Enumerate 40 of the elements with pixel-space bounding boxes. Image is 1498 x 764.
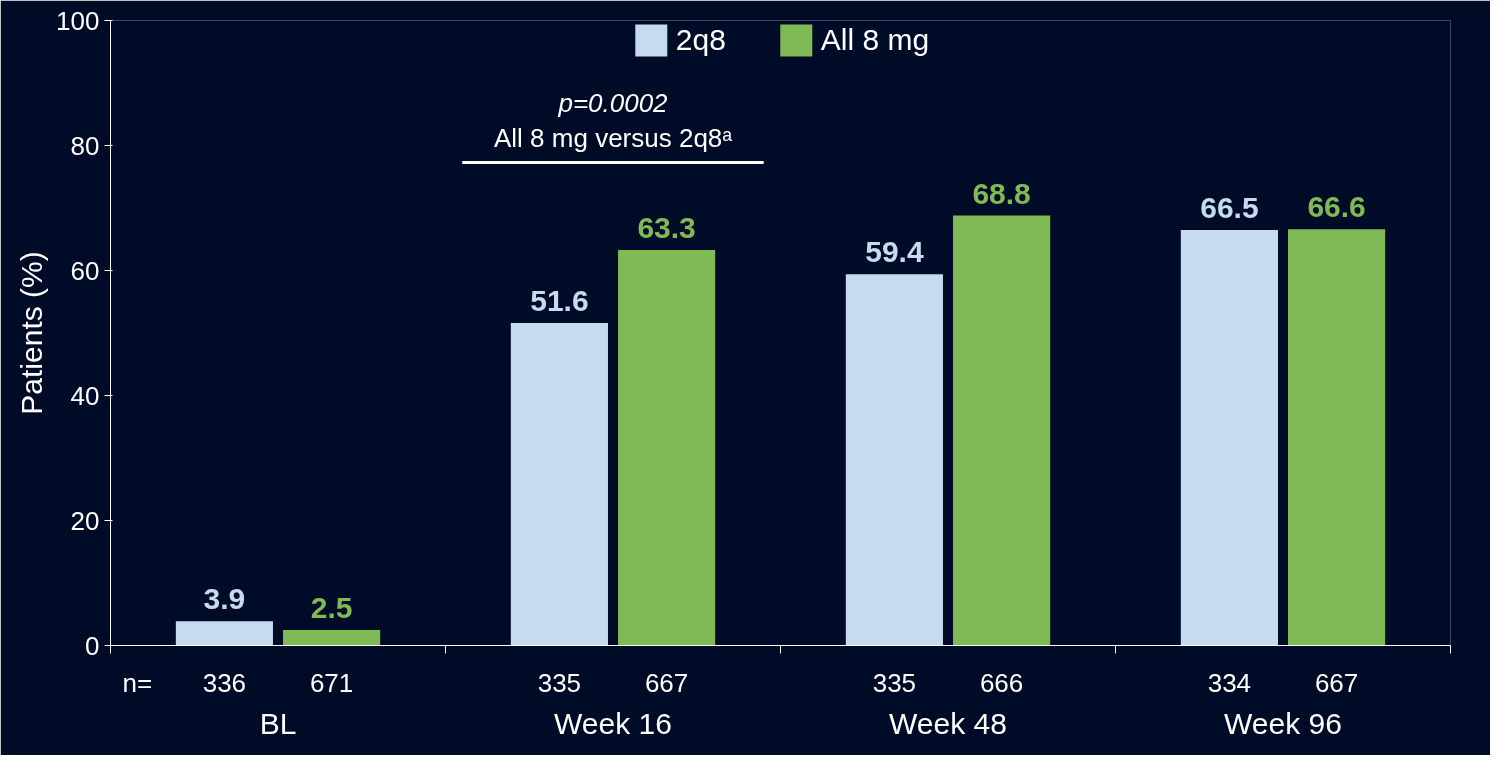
- data-label: 3.9: [203, 582, 246, 616]
- bar: [510, 323, 608, 646]
- y-tick-label: 80: [70, 130, 100, 161]
- y-tick-label: 0: [85, 630, 100, 661]
- bar: [618, 249, 716, 646]
- data-label: 66.5: [1200, 190, 1259, 224]
- text: 335: [537, 667, 582, 698]
- x-tick-label: Week 16: [554, 706, 672, 740]
- x-tick-label: Week 48: [889, 706, 1007, 740]
- data-label: 68.8: [972, 176, 1031, 210]
- annotation: All 8 mg versus 2q8ᵃ: [494, 123, 733, 154]
- y-axis-title: Patients (%): [15, 251, 49, 415]
- data-label: 59.4: [865, 235, 924, 269]
- text: n=: [122, 667, 153, 698]
- data-label: 2.5: [310, 590, 353, 624]
- data-label: 66.6: [1307, 190, 1366, 224]
- legend-label: 2q8: [675, 23, 726, 57]
- text: 334: [1207, 667, 1252, 698]
- annotation: p=0.0002: [557, 88, 669, 119]
- y-tick-label: 20: [70, 505, 100, 536]
- bar: [845, 274, 943, 646]
- x-tick-label: BL: [259, 706, 297, 740]
- text: 667: [1314, 667, 1359, 698]
- text: 671: [309, 667, 354, 698]
- y-tick-label: 40: [70, 380, 100, 411]
- x-tick-label: Week 96: [1224, 706, 1342, 740]
- bar: [953, 215, 1051, 646]
- text: 666: [979, 667, 1024, 698]
- bar: [1288, 229, 1386, 646]
- y-tick-label: 60: [70, 255, 100, 286]
- bar: [1180, 229, 1278, 646]
- legend-label: All 8 mg: [820, 23, 930, 57]
- bar: [175, 621, 273, 646]
- text: 335: [872, 667, 917, 698]
- bar: [283, 629, 381, 646]
- data-label: 63.3: [637, 210, 696, 244]
- y-tick-label: 100: [56, 5, 100, 36]
- text: 336: [202, 667, 247, 698]
- text: 667: [644, 667, 689, 698]
- data-label: 51.6: [530, 284, 589, 317]
